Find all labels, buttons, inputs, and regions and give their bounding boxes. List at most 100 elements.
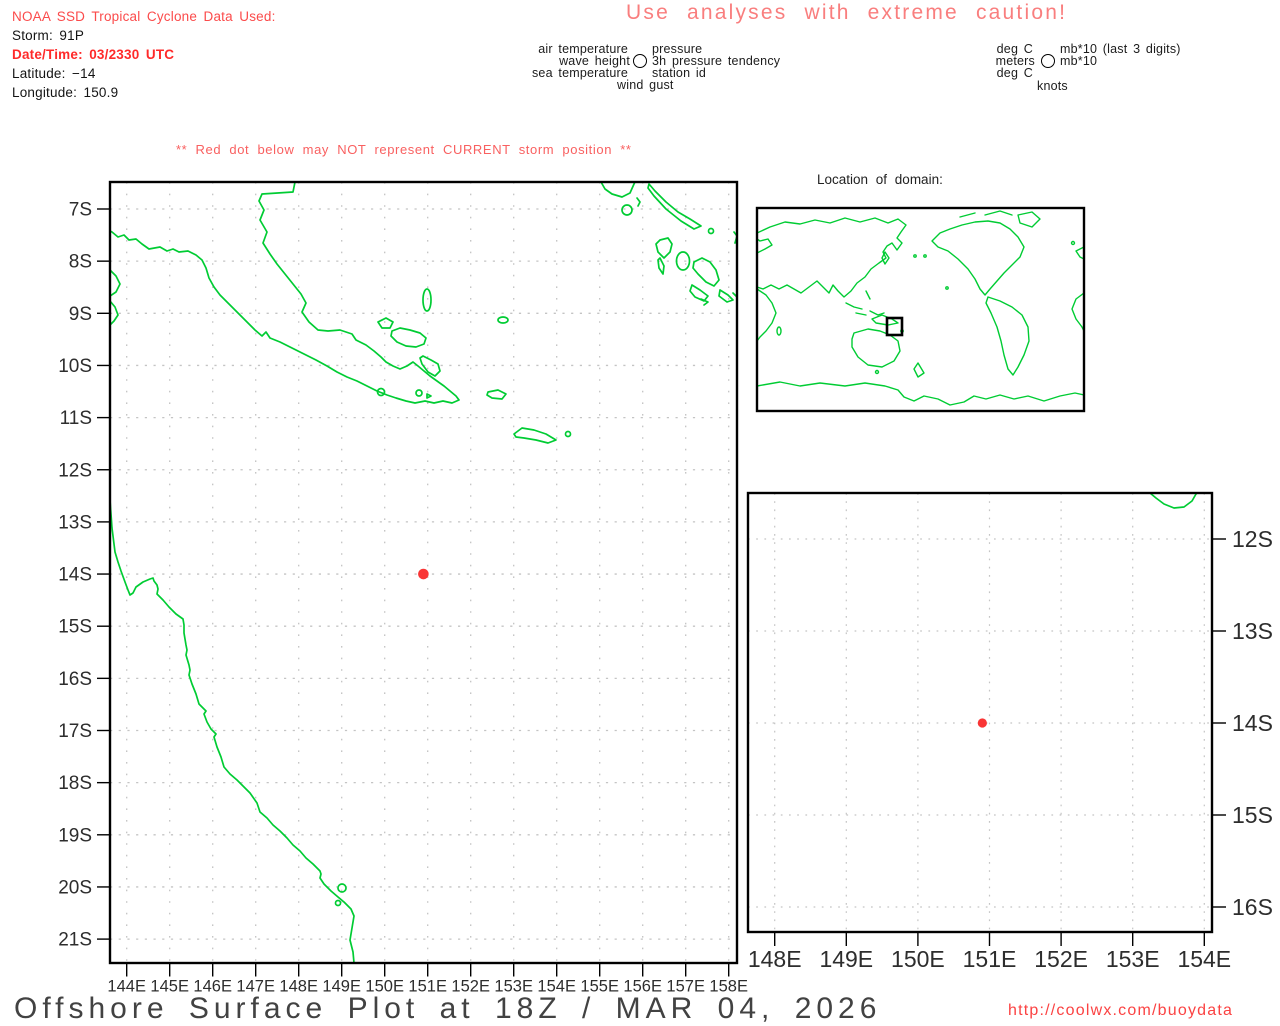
- storm-position-dot: [418, 568, 429, 580]
- coastline-rossel-island: [564, 430, 572, 438]
- coastline-woodlark-island: [497, 316, 509, 324]
- coastline-new-guinea: [871, 314, 899, 326]
- coastline-goodenough-island: [377, 317, 394, 329]
- legend-wind-gust: wind gust: [617, 78, 674, 92]
- detail-map-axes: 148E 149E 150E 151E 152E 153E 154E 12S 13S 14S 15S…: [748, 526, 1273, 972]
- coastline-trobriand-island: [422, 288, 432, 312]
- station-circle-icon: [633, 54, 647, 68]
- coastline-qld-islet: [334, 899, 342, 907]
- lon-tick-label: 158E: [709, 978, 748, 996]
- coastline-indonesia: [845, 302, 863, 310]
- legend-wind-gust-units: knots: [1037, 79, 1068, 93]
- legend-pressure: pressure: [652, 42, 703, 56]
- lon-tick-label: 154E: [1177, 946, 1231, 972]
- caution-banner: Use analyses with extreme caution!: [626, 1, 1068, 24]
- coastline-tagula-island-detail: [1149, 493, 1198, 509]
- coastline-arctic-islands: [984, 210, 1013, 216]
- legend-station-id: station id: [652, 66, 707, 80]
- lon-tick-label: 153E: [1106, 946, 1160, 972]
- world-map-frame: [755, 206, 1086, 413]
- main-map-axes: 144E 145E 146E 147E 148E 149E 150E 151E 152E 153E…: [58, 200, 748, 996]
- main-map-plot: 144E 145E 146E 147E 148E 149E 150E 151E 152E 153E…: [58, 180, 748, 996]
- detail-map-plot: 148E 149E 150E 151E 152E 153E 154E 12S 13S 14S 15S…: [746, 491, 1273, 972]
- coastline-pacific-islet: [913, 254, 917, 258]
- coastline-islet: [707, 227, 715, 235]
- lon-tick-label: 157E: [666, 978, 705, 996]
- storm-position-warning: ** Red dot below may NOT represent CURRE…: [176, 142, 632, 157]
- main-map-coastlines: [110, 182, 737, 963]
- coastline-europe-west: [1075, 246, 1084, 260]
- coastline-normanby-island: [419, 355, 441, 377]
- coastline-greenland: [1017, 211, 1041, 228]
- coastline-misima-island: [486, 389, 507, 400]
- lat-tick-label: 12S: [58, 460, 92, 481]
- lat-tick-label: 8S: [69, 252, 92, 273]
- coastline-solomon-island: [718, 289, 734, 303]
- coastline-tagula-island: [513, 427, 557, 444]
- coastline-antarctica: [757, 381, 1084, 406]
- coastline-torres-islet: [110, 300, 119, 326]
- coastline-solomon-island: [655, 237, 673, 259]
- coastline-islet: [636, 197, 641, 207]
- lat-tick-label: 11S: [60, 408, 92, 429]
- coastline-philippines: [865, 290, 871, 300]
- lon-tick-label: 148E: [748, 946, 802, 972]
- lat-tick-label: 10S: [58, 356, 92, 377]
- legend-wave-height: wave height: [559, 54, 630, 68]
- legend-sea-temperature: sea temperature: [531, 66, 628, 80]
- storm-latitude-line: Latitude: −14: [12, 66, 96, 81]
- lon-tick-label: 149E: [819, 946, 873, 972]
- lat-tick-label: 7S: [69, 200, 92, 221]
- lat-tick-label: 15S: [1232, 802, 1273, 828]
- coastline-fergusson-island: [390, 327, 427, 348]
- lon-tick-label: 147E: [236, 978, 275, 996]
- storm-info-block: NOAA SSD Tropical Cyclone Data Used: Sto…: [12, 7, 276, 102]
- coastline-pacific-islet: [945, 286, 949, 290]
- lon-tick-label: 153E: [494, 978, 533, 996]
- lon-tick-label: 150E: [365, 978, 404, 996]
- plot-title: Offshore Surface Plot at 18Z / MAR 04, 2…: [14, 992, 882, 1025]
- lon-tick-label: 156E: [623, 978, 662, 996]
- world-coastlines: [757, 210, 1084, 406]
- main-map-frame: [108, 180, 739, 965]
- coastline-japan: [881, 251, 890, 265]
- coastline-south-america: [985, 296, 1030, 376]
- legend-sea-temperature-units: deg C: [996, 66, 1033, 80]
- detail-map-grid: [748, 493, 1212, 932]
- coastline-bougainville: [600, 182, 636, 198]
- legend-wave-height-units: meters: [995, 54, 1035, 68]
- coastline-australia: [851, 328, 901, 368]
- lon-tick-label: 149E: [322, 978, 361, 996]
- lon-tick-label: 152E: [1034, 946, 1088, 972]
- coastline-islet: [733, 231, 737, 244]
- coastline-north-america: [931, 220, 1025, 296]
- coastline-islet: [415, 389, 423, 397]
- storm-longitude-line: Longitude: 150.9: [12, 85, 119, 100]
- coastline-png-peninsula: [110, 182, 460, 404]
- detail-map-coastlines: [1149, 493, 1198, 509]
- coastline-solomon-island: [657, 257, 665, 275]
- lon-tick-label: 155E: [580, 978, 619, 996]
- coastline-new-zealand: [913, 362, 925, 378]
- lat-tick-label: 16S: [58, 669, 92, 690]
- lat-tick-label: 18S: [58, 773, 92, 794]
- storm-id-line: Storm: 91P: [12, 28, 85, 43]
- coastline-solomon-island: [689, 284, 709, 302]
- lat-tick-label: 12S: [1232, 526, 1273, 552]
- legend-air-temperature-units: deg C: [996, 42, 1033, 56]
- lon-tick-label: 151E: [408, 978, 447, 996]
- lon-tick-label: 145E: [150, 978, 189, 996]
- source-url: http://coolwx.com/buoydata: [1008, 1002, 1234, 1019]
- legend-air-temperature: air temperature: [538, 42, 628, 56]
- lon-tick-label: 146E: [193, 978, 232, 996]
- coastline-solomon-island: [675, 251, 691, 271]
- coastline-africa-west: [1071, 292, 1084, 332]
- coastline-choiseul-island: [647, 183, 702, 230]
- coastline-islet: [426, 393, 432, 399]
- coastline-indonesia: [869, 310, 885, 316]
- coastline-islet: [621, 204, 633, 216]
- coastline-pacific-islet: [923, 254, 927, 258]
- lat-tick-label: 17S: [58, 721, 92, 742]
- coastline-madagascar: [776, 326, 782, 336]
